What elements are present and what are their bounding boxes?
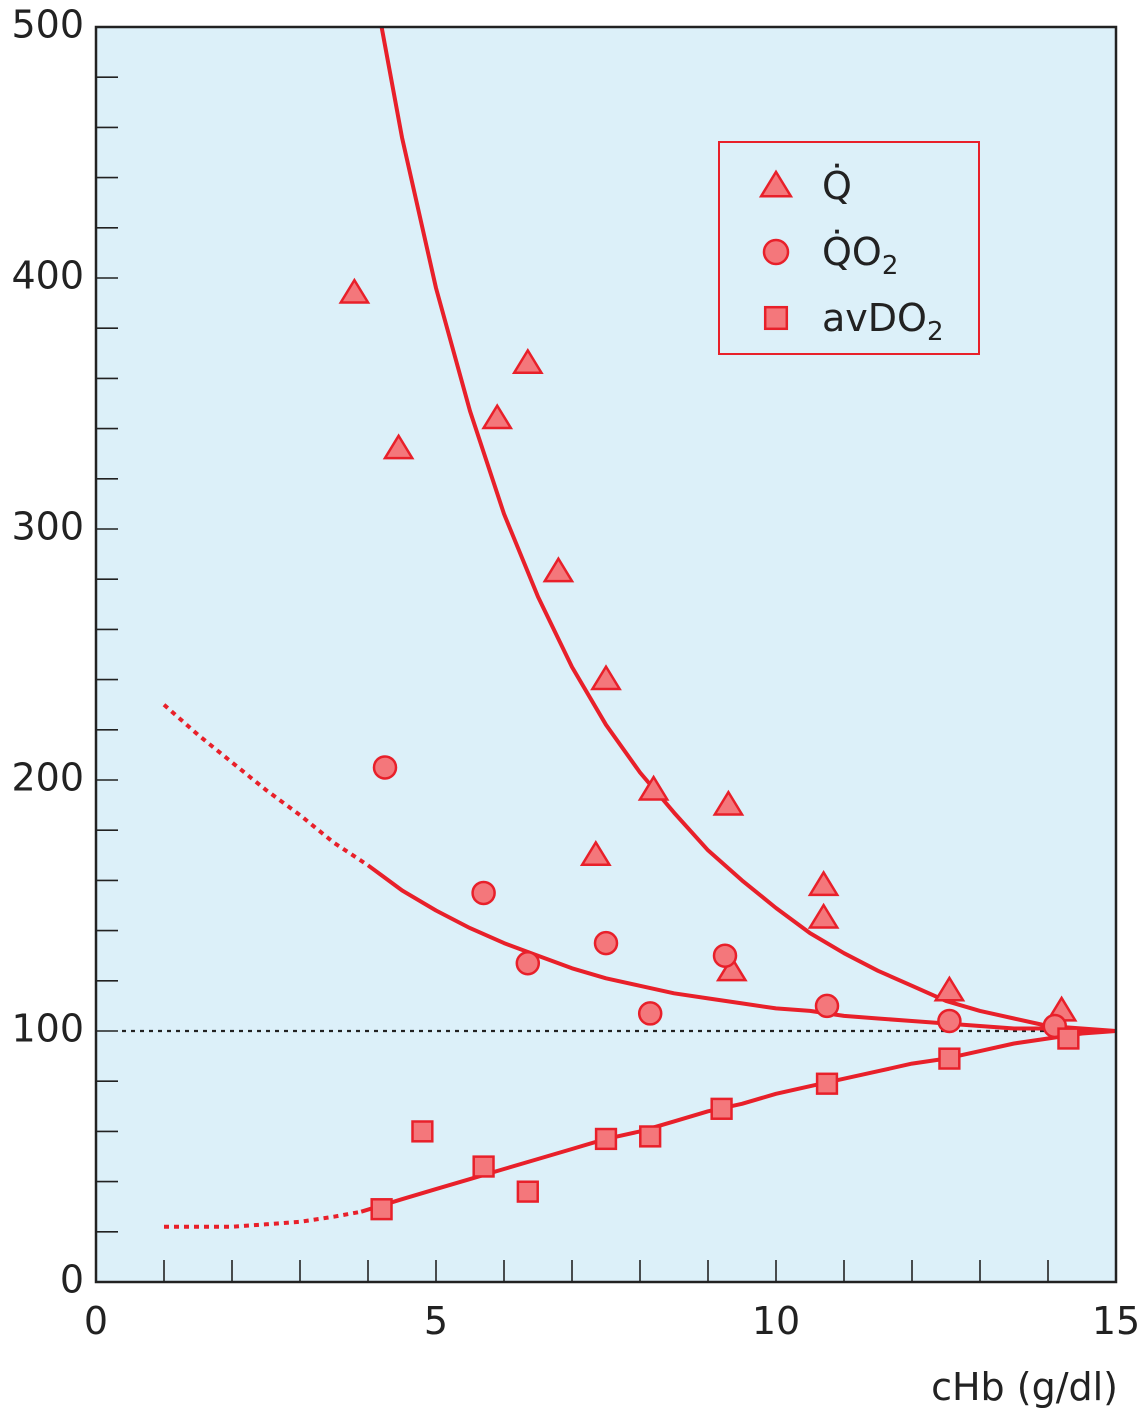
x-tick-label: 0: [84, 1299, 108, 1343]
y-tick-label: 400: [11, 254, 84, 298]
square-data-point: [411, 1120, 434, 1143]
plot-frame: [94, 25, 1118, 1284]
triangle-data-point: [807, 870, 840, 897]
square-data-point: [639, 1125, 662, 1148]
x-tick-label: 10: [752, 1299, 800, 1343]
legend-label: avDO2: [822, 296, 944, 347]
triangle-data-point: [338, 277, 371, 304]
square-data-point: [594, 1127, 618, 1151]
circle-data-point: [471, 880, 496, 906]
square-data-point: [472, 1155, 495, 1178]
triangle-data-point: [933, 975, 966, 1002]
circle-data-point: [814, 993, 840, 1019]
triangle-data-point: [542, 556, 575, 583]
triangle-data-point: [637, 774, 670, 801]
circle-data-point: [937, 1008, 962, 1034]
square-data-point: [815, 1072, 839, 1095]
x-axis-label: cHb (g/dl): [931, 1365, 1118, 1409]
triangle-data-point: [481, 403, 514, 430]
triangle-data-point: [382, 433, 415, 460]
triangle-data-point: [712, 789, 745, 816]
square-data-point: [1057, 1027, 1080, 1050]
square-data-point: [710, 1097, 733, 1120]
square-data-point: [938, 1047, 961, 1070]
series-1-fit-curve: [366, 863, 1116, 1033]
series-2-extrapolation-curve: [164, 1209, 362, 1229]
legend-label-subscript: 2: [927, 317, 944, 347]
y-tick-label: 500: [11, 3, 84, 47]
square-data-point: [516, 1180, 539, 1203]
y-tick-label: 0: [60, 1258, 84, 1302]
circle-data-point: [593, 930, 619, 956]
legend-square-marker: [763, 305, 789, 331]
tick-labels: 0 100 200 300 400 500 0 5 10 15: [11, 3, 1140, 1344]
square-data-point: [370, 1198, 393, 1221]
plot-background: [96, 27, 1116, 1282]
legend-triangle-marker: [758, 169, 794, 198]
y-tick-label: 100: [11, 1007, 84, 1051]
markers: [338, 277, 1080, 1221]
legend-box: [718, 141, 980, 355]
legend-circle-marker: [762, 238, 790, 266]
triangle-data-point: [511, 347, 544, 374]
triangle-data-point: [715, 955, 748, 982]
series-0-fit-curve: [379, 26, 1117, 1033]
y-tick-label: 300: [11, 505, 84, 549]
triangle-data-point: [590, 664, 622, 691]
y-tick-label: 200: [11, 756, 84, 800]
circle-data-point: [372, 755, 398, 780]
triangle-data-point: [579, 839, 612, 866]
triangle-data-point: [807, 902, 840, 929]
x-tick-label: 15: [1092, 1299, 1140, 1343]
curves: [162, 26, 1117, 1229]
circle-data-point: [637, 1001, 663, 1026]
legend-label-subscript: 2: [882, 251, 899, 281]
series-1-extrapolation-curve: [162, 703, 370, 867]
minor-ticks: [96, 76, 1049, 1282]
legend-label: Q̇: [822, 164, 852, 208]
x-tick-label: 5: [424, 1299, 448, 1343]
circle-data-point: [712, 943, 738, 968]
circle-data-point: [515, 950, 541, 976]
